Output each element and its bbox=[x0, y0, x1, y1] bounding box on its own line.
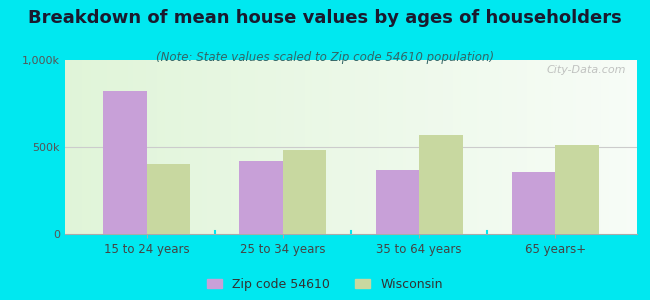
Bar bbox=[376, 169, 419, 234]
Bar bbox=[512, 172, 555, 234]
Bar bbox=[555, 145, 599, 234]
Bar bbox=[103, 91, 147, 234]
Legend: Zip code 54610, Wisconsin: Zip code 54610, Wisconsin bbox=[207, 278, 443, 291]
Bar bbox=[147, 164, 190, 234]
Bar bbox=[239, 161, 283, 234]
Text: Breakdown of mean house values by ages of householders: Breakdown of mean house values by ages o… bbox=[28, 9, 622, 27]
Bar bbox=[283, 151, 326, 234]
Text: City-Data.com: City-Data.com bbox=[546, 65, 625, 75]
Text: (Note: State values scaled to Zip code 54610 population): (Note: State values scaled to Zip code 5… bbox=[156, 51, 494, 64]
Bar bbox=[419, 135, 463, 234]
